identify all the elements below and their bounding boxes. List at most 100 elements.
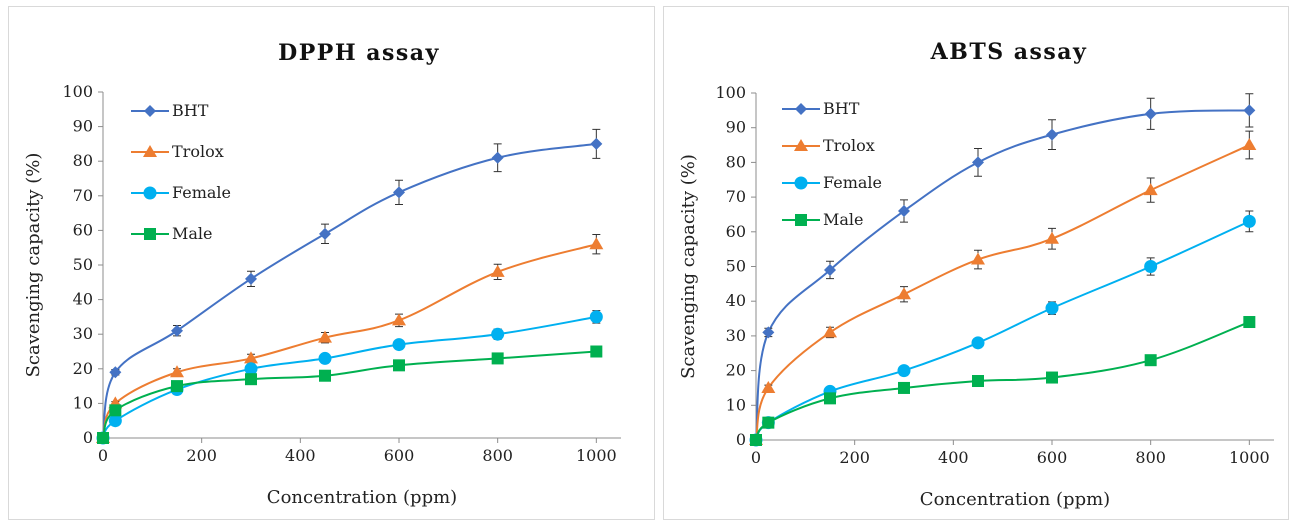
abts-x-tick-label: 200 [839, 448, 870, 467]
abts-chart-panel: ABTS assay 0 10 20 30 40 50 60 70 80 90 100 0 200 400 6… [663, 6, 1289, 520]
abts-data-point [1243, 104, 1256, 117]
dpph-y-tick-label: 30 [73, 324, 93, 343]
abts-series-line [755, 321, 1250, 441]
dpph-y-tick-label: 100 [62, 82, 93, 101]
abts-data-point [1243, 316, 1256, 329]
abts-chart-title: ABTS assay [930, 39, 1088, 65]
dpph-y-tick-label: 20 [73, 359, 93, 378]
abts-data-point [1144, 354, 1157, 367]
dpph-data-point [590, 345, 603, 358]
abts-legend-marker [794, 176, 808, 190]
abts-x-tick-label: 800 [1135, 448, 1166, 467]
dpph-y-axis-label: Scavenging capacity (%) [23, 153, 44, 378]
abts-legend-marker [794, 139, 808, 151]
abts-data-point [823, 325, 837, 338]
abts-series-male [750, 316, 1256, 446]
dpph-data-point [491, 151, 504, 164]
abts-data-point [971, 252, 985, 265]
abts-data-point [824, 392, 836, 405]
abts-y-axis-label: Scavenging capacity (%) [678, 154, 699, 379]
dpph-series-trolox [96, 234, 604, 443]
dpph-legend-marker [143, 186, 157, 200]
abts-y-tick-label: 40 [726, 291, 746, 310]
abts-x-tick-label: 600 [1037, 448, 1068, 467]
dpph-y-tick-label: 80 [73, 151, 93, 170]
abts-y-tick-label: 10 [726, 395, 746, 414]
abts-x-tick-label: 400 [938, 448, 969, 467]
dpph-data-point [589, 310, 603, 324]
abts-y-tick-label: 0 [736, 430, 746, 449]
abts-data-point [750, 434, 762, 446]
abts-y-tick-label: 70 [726, 187, 746, 206]
abts-data-point [762, 326, 775, 339]
abts-data-point [1242, 138, 1257, 151]
abts-legend-label: Female [823, 173, 882, 192]
abts-data-point [972, 156, 984, 169]
dpph-y-tick-label: 90 [73, 117, 93, 136]
abts-data-point [897, 287, 911, 300]
dpph-data-point [170, 365, 184, 378]
abts-y-tick-label: 20 [726, 361, 746, 380]
dpph-data-point [392, 338, 406, 352]
dpph-y-tick-label: 40 [73, 290, 93, 309]
dpph-data-point [244, 362, 258, 376]
abts-legend-label: BHT [823, 99, 860, 118]
dpph-legend-label: Female [172, 183, 231, 202]
dpph-data-point [491, 352, 504, 365]
abts-y-tick-label: 60 [726, 222, 746, 241]
abts-series-female [749, 210, 1256, 447]
abts-legend-label: Male [823, 210, 864, 229]
dpph-series-line [102, 142, 597, 439]
dpph-legend-label: Trolox [172, 142, 224, 161]
dpph-series-line [102, 243, 597, 439]
dpph-y-tick-label: 0 [83, 428, 93, 447]
abts-data-point [761, 380, 776, 393]
abts-x-tick-label: 0 [751, 448, 761, 467]
dpph-data-point [319, 227, 331, 240]
dpph-legend-marker [144, 105, 156, 117]
dpph-legend-label: BHT [172, 101, 209, 120]
dpph-y-tick-label: 70 [73, 186, 93, 205]
abts-data-point [1046, 128, 1058, 141]
abts-legend-marker [795, 103, 807, 115]
dpph-y-tick-label: 50 [73, 255, 93, 274]
dpph-series-male [97, 345, 603, 444]
dpph-y-tick-label: 60 [73, 220, 93, 239]
abts-y-tick-label: 80 [726, 152, 746, 171]
abts-series-bht [750, 93, 1256, 446]
dpph-series-bht [97, 128, 603, 444]
abts-data-point [972, 375, 984, 388]
dpph-data-point [109, 366, 122, 379]
dpph-chart-title: DPPH assay [278, 40, 440, 66]
dpph-data-point [393, 359, 405, 372]
abts-y-tick-label: 90 [726, 118, 746, 137]
abts-y-tick-label: 100 [715, 83, 746, 102]
dpph-x-tick-label: 400 [285, 446, 316, 465]
dpph-chart-panel: DPPH assay 0 10 20 30 40 50 60 70 80 90 100 0 200 400 6… [8, 6, 655, 520]
abts-legend-marker [795, 214, 807, 226]
dpph-data-point [319, 369, 331, 382]
dpph-data-point [108, 414, 122, 428]
abts-series-trolox [749, 130, 1257, 445]
abts-x-tick-label: 1000 [1229, 448, 1270, 467]
abts-y-tick-label: 50 [726, 257, 746, 276]
dpph-legend-marker [144, 228, 156, 240]
dpph-data-point [244, 351, 258, 364]
dpph-data-point [589, 237, 604, 250]
dpph-data-point [171, 380, 183, 393]
dpph-x-tick-label: 200 [186, 446, 217, 465]
abts-data-point [971, 336, 985, 350]
dpph-data-point [491, 327, 505, 341]
dpph-data-point [318, 330, 332, 343]
dpph-x-tick-label: 1000 [576, 446, 617, 465]
dpph-x-axis-label: Concentration (ppm) [267, 487, 457, 508]
abts-data-point [897, 364, 911, 378]
dpph-legend-label: Male [172, 224, 213, 243]
dpph-data-point [590, 137, 603, 150]
dpph-data-point [97, 432, 109, 444]
abts-data-point [1143, 183, 1158, 196]
abts-data-point [898, 381, 910, 394]
abts-x-axis-label: Concentration (ppm) [920, 489, 1110, 510]
